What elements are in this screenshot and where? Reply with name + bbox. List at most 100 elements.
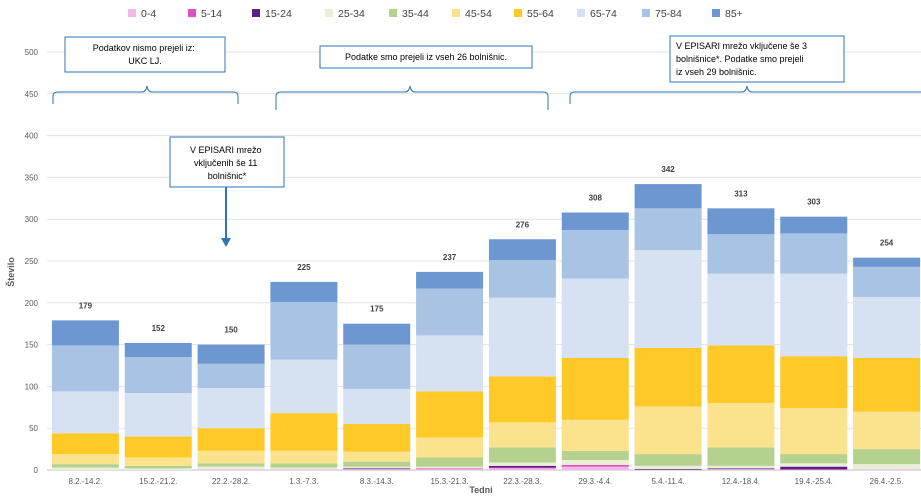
bar-segment [707,403,775,448]
bar-segment [197,450,265,464]
bar-segment [561,357,629,420]
bar-segment [634,469,702,470]
bar-segment [416,457,484,467]
bar-segment [51,433,119,455]
x-tick-label: 22.3.-28.3. [503,477,541,486]
bar-segment [197,344,265,364]
note-box-1 [64,36,226,73]
legend-label: 15-24 [265,8,292,20]
note-text-3: V EPISARI mrežo vključene še 3 bolnišnic… [676,41,810,77]
bar-segment [707,345,775,404]
bar-segment [124,468,192,470]
bar-segment [853,469,921,470]
legend-label: 75-84 [655,8,682,20]
y-tick-label: 200 [25,299,39,308]
bar-segment [780,454,848,464]
bar-segment [488,422,556,448]
x-tick-label: 29.3.-4.4. [578,477,612,486]
bar-total-label: 276 [516,220,530,229]
brace-middle [275,85,549,110]
bar-total-label: 303 [807,198,821,207]
note-box-2 [319,45,533,69]
legend-label: 55-64 [527,8,554,20]
bar-segment [124,436,192,458]
y-tick-label: 250 [25,257,39,266]
bar-segment [707,234,775,274]
bar-segment [197,388,265,429]
bar-segment [197,428,265,451]
bar-segment [488,260,556,298]
bar-segment [343,388,411,425]
bar-segment [561,230,629,279]
note-box-3 [669,35,845,83]
bar-segment [853,357,921,412]
bar-segment [270,301,338,360]
bar-segment [488,239,556,261]
bar-segment [197,363,265,389]
bar-segment [853,257,921,267]
bar-segment [124,393,192,437]
bar-segment [488,462,556,466]
bar-segment [270,359,338,414]
bar-segment [561,466,629,470]
bar-segment [343,323,411,345]
bar-segment [853,411,921,450]
bar-segment [780,216,848,234]
bar-segment [561,278,629,358]
bar-segment [707,447,775,466]
note-text-2: Podatke smo prejeli iz vseh 26 bolnišnic… [345,52,507,62]
bar-segment [270,463,338,468]
x-tick-label: 15.2.-21.2. [139,477,177,486]
bar-segment [343,451,411,462]
x-tick-label: 19.4.-25.4. [795,477,833,486]
bar-segment [780,408,848,455]
legend-swatch [252,9,260,17]
x-tick-label: 8.3.-14.3. [360,477,394,486]
bar-segment [780,466,848,470]
bar-total-label: 237 [443,253,457,262]
bar-segment [707,469,775,470]
bar-segment [124,342,192,358]
bar-segment [488,376,556,423]
x-tick-label: 5.4.-11.4. [651,477,684,486]
bar-segment [270,281,338,302]
brace-right [569,85,921,104]
bar-segment [124,457,192,466]
bar-segment [634,250,702,348]
bar-segment [561,450,629,460]
y-tick-label: 450 [25,90,39,99]
bar-segment [853,266,921,297]
bar-segment [51,467,119,470]
bar-total-label: 342 [661,165,675,174]
bar-segment [124,465,192,469]
bar-segment [634,184,702,209]
bar-segment [853,296,921,358]
bar-segment [780,356,848,409]
legend-swatch [128,9,136,17]
y-tick-label: 350 [25,173,39,182]
note-text-1: Podatkov nismo prejeli iz: UKC LJ. [93,43,198,66]
bar-segment [707,208,775,235]
bar-segment [561,212,629,231]
chart-legend: 0-4 5-14 15-24 25-34 35-44 45-54 55-64 65-74 75-… [128,8,743,20]
y-tick-label: 150 [25,341,39,350]
bar-segment [197,463,265,467]
bar-segment [343,469,411,470]
bar-segment [416,335,484,392]
bar-segment [488,468,556,470]
bar-segment [853,464,921,470]
bar-segment [488,297,556,377]
legend-swatch [514,9,522,17]
bar-segment [51,391,119,434]
bar-segment [561,459,629,465]
bar-segment [634,465,702,470]
bar-total-label: 313 [734,189,748,198]
bar-segment [853,449,921,465]
bar-total-label: 152 [152,324,166,333]
note-4-arrow-head [221,238,231,247]
bar-segment [343,466,411,469]
y-axis-title: Število [5,257,16,287]
note-text-4: V EPISARI mrežo vključenih še 11 bolnišn… [190,145,264,181]
bar-segment [270,467,338,470]
